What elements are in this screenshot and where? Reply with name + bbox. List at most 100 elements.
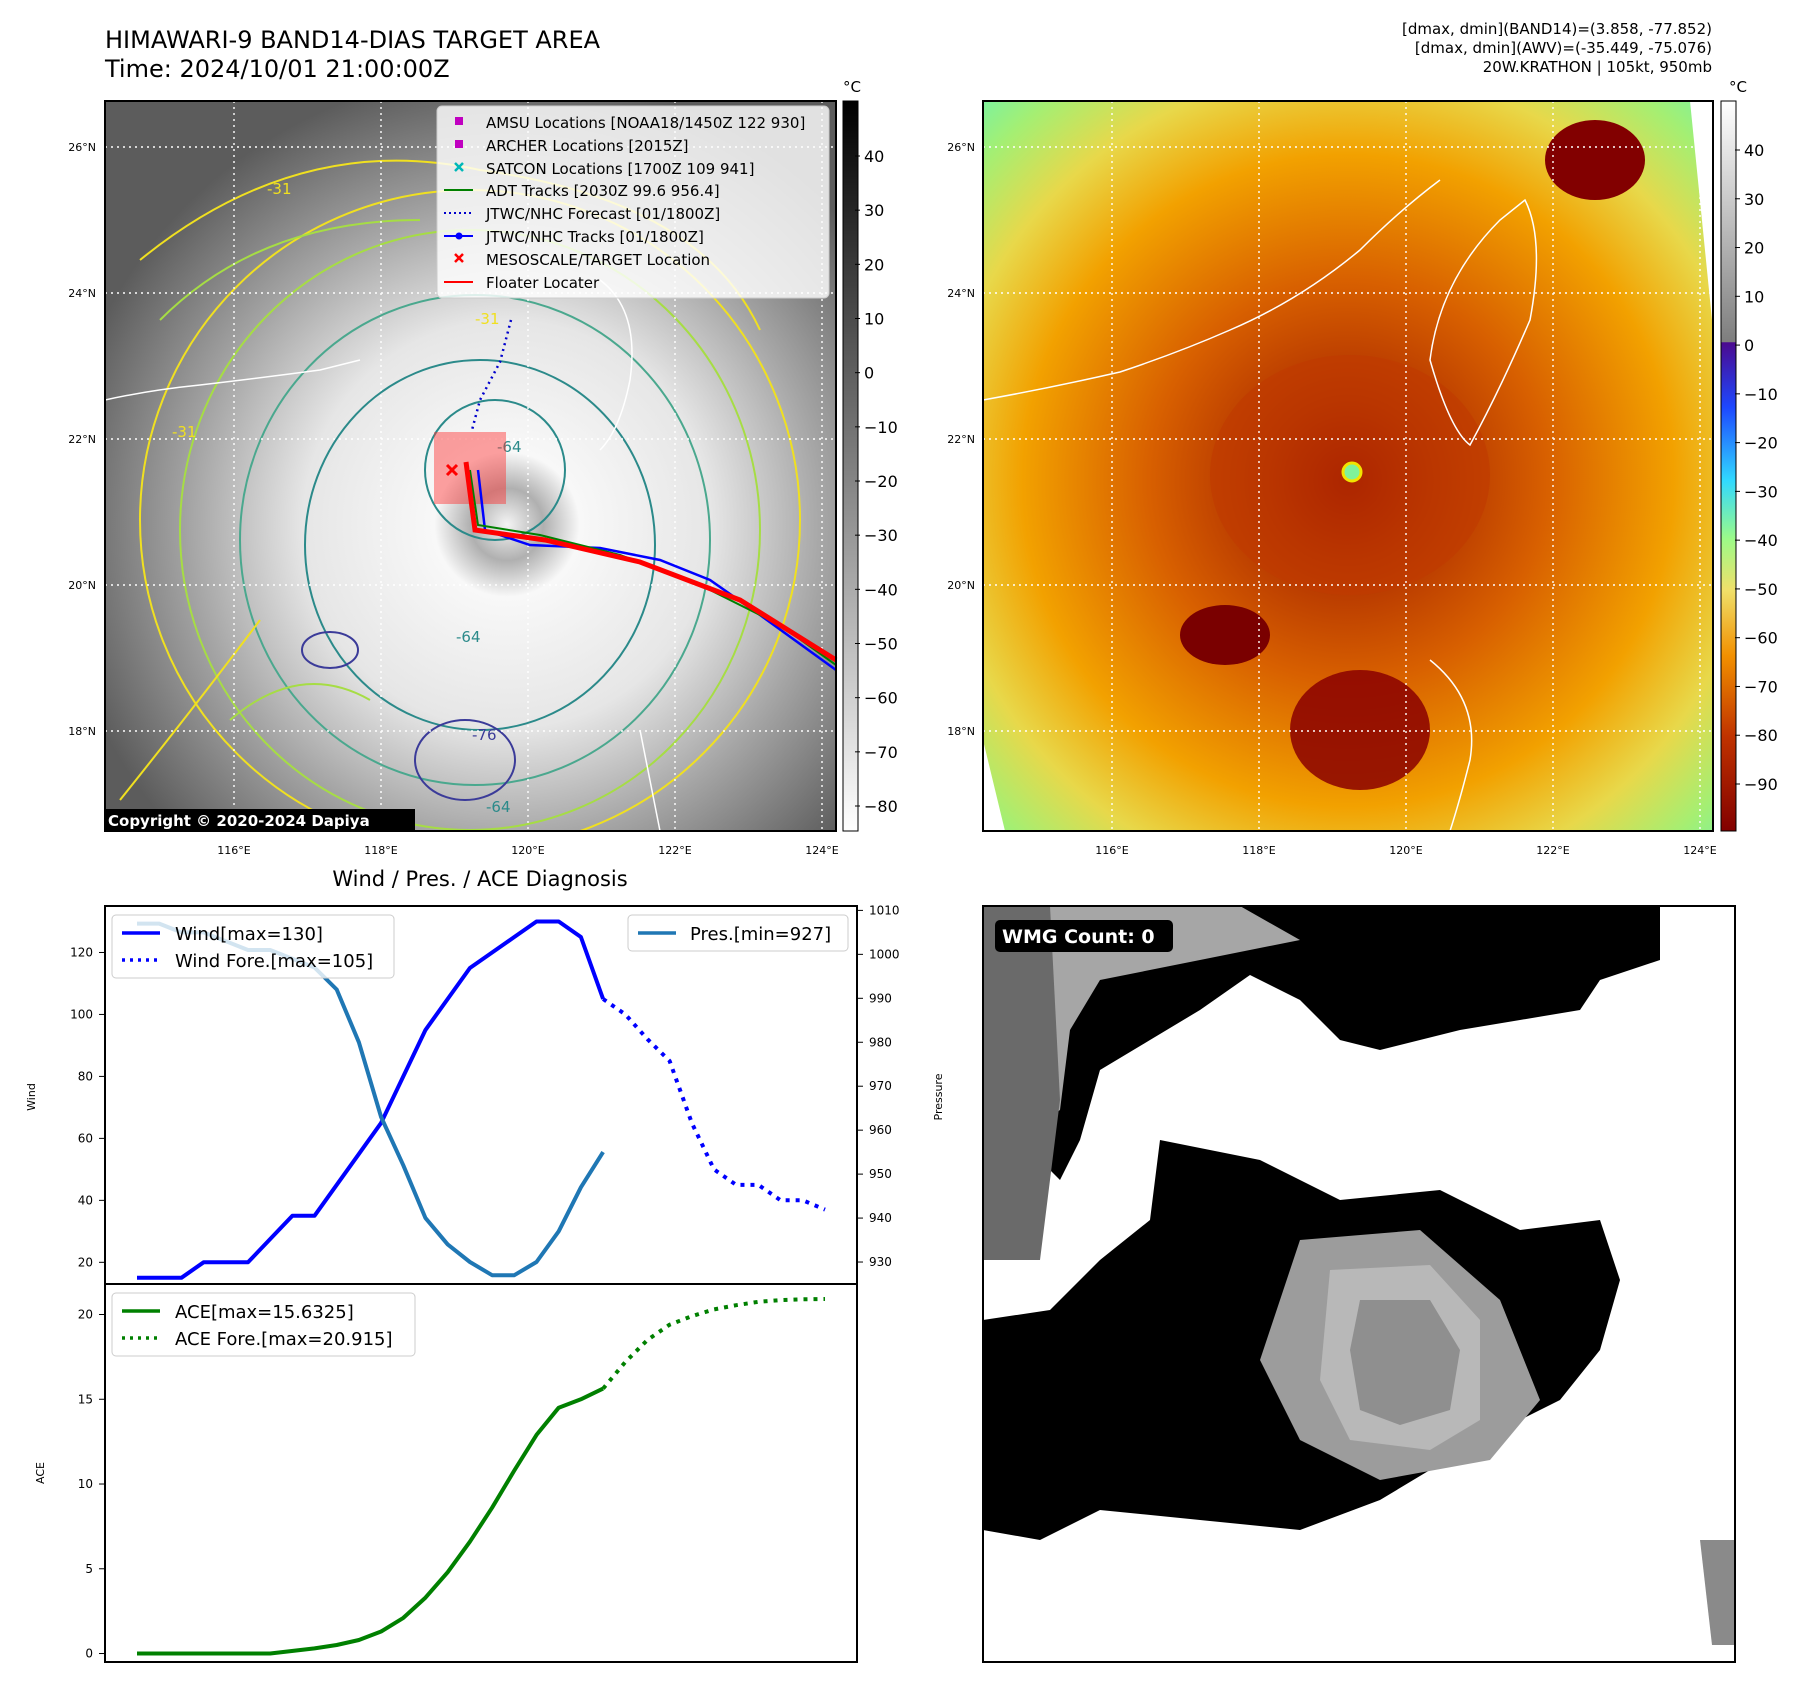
- lon-label: 124°E: [805, 844, 838, 857]
- colorbar-tick-label: −40: [1744, 531, 1778, 550]
- legend-box: [627, 914, 849, 952]
- pressure-axis-label: Pressure: [932, 1073, 945, 1120]
- series-line: [137, 1386, 604, 1656]
- colorbar-tick-label: −30: [1744, 482, 1778, 501]
- y2-tick-label: 990: [869, 991, 892, 1005]
- colorbar-tick-label: −40: [864, 580, 898, 599]
- lon-label: 120°E: [1389, 844, 1422, 857]
- legend-item-amsu: AMSU Locations [NOAA18/1450Z 122 930]: [455, 114, 805, 132]
- y-tick-label: 5: [85, 1562, 93, 1576]
- colorbar-tick-label: −20: [1744, 434, 1778, 453]
- y2-tick-label: 1010: [869, 903, 900, 917]
- lat-label: 18°N: [68, 725, 96, 738]
- floater-track: [463, 461, 838, 663]
- colorbar-tick-label: 30: [864, 201, 884, 220]
- awv-features: [983, 101, 1713, 831]
- ir-contour-label: -64: [456, 628, 481, 646]
- legend-label: JTWC/NHC Forecast [01/1800Z]: [485, 205, 720, 223]
- forecast-series-line: [601, 997, 826, 1212]
- legend-item-adt: ADT Tracks [2030Z 99.6 956.4]: [444, 182, 720, 200]
- copyright-text: Copyright © 2020-2024 Dapiya: [108, 812, 370, 830]
- pressure-y-ticks: 930 940 950 960 970 980 990 1000 1010: [857, 903, 900, 1269]
- ace-axis-label: ACE: [34, 1462, 47, 1484]
- pressure-legend: Pres.[min=927]: [627, 914, 849, 952]
- ir-colorbar-ticks: 40 30 20 10 0 −10 −20 −30 −40 −50 −60 −70 −80: [855, 147, 898, 816]
- legend-label: ACE Fore.[max=20.915]: [175, 1329, 393, 1350]
- legend-item-target: MESOSCALE/TARGET Location: [454, 251, 710, 269]
- legend-box: [436, 105, 830, 299]
- legend-label: MESOSCALE/TARGET Location: [486, 251, 710, 269]
- legend-marker: [454, 253, 464, 263]
- lat-label: 18°N: [947, 725, 975, 738]
- lon-label: 116°E: [217, 844, 250, 857]
- awv-lat-labels: 26°N 24°N 22°N 20°N 18°N: [947, 141, 975, 738]
- lat-label: 24°N: [68, 287, 96, 300]
- legend-label: Wind Fore.[max=105]: [175, 951, 373, 972]
- colorbar-tick-label: −50: [1744, 580, 1778, 599]
- stats-block: [dmax, dmin](BAND14)=(3.858, -77.852) [d…: [1402, 20, 1712, 77]
- legend-marker: [455, 140, 463, 148]
- awv-colorbar-unit: °C: [1729, 78, 1747, 96]
- wind-axis-label: Wind: [25, 1083, 38, 1111]
- ir-map-panel: -31 -31 -31 -64 -64 -64 -76 AMSU Locatio…: [68, 78, 898, 857]
- chart-title: Wind / Pres. / ACE Diagnosis: [332, 867, 627, 891]
- colorbar-tick-label: −70: [1744, 677, 1778, 696]
- lon-label: 120°E: [511, 844, 544, 857]
- lon-label: 122°E: [658, 844, 691, 857]
- wind-y-ticks: 20 40 60 80 100 120: [70, 945, 105, 1269]
- y-tick-label: 20: [78, 1308, 93, 1322]
- colorbar-tick-label: −90: [1744, 775, 1778, 794]
- ace-series-group: [137, 1297, 826, 1656]
- ir-contour-label: -76: [472, 726, 497, 744]
- ir-colorbar: °C 40 30 20 10 0 −10 −20 −30 −40 −50 −60 −70 −80: [842, 78, 898, 832]
- awv-colorbar: °C 40 30 20 10 0 −10 −20 −30 −40 −50 −60 −70 −80 −90: [1720, 78, 1778, 832]
- lat-label: 20°N: [947, 579, 975, 592]
- wmg-edge-region: [1700, 1540, 1735, 1645]
- y-tick-label: 15: [78, 1392, 93, 1406]
- awv-coastlines: [983, 179, 1538, 831]
- colorbar-tick-label: 30: [1744, 190, 1764, 209]
- y-tick-label: 20: [78, 1255, 93, 1269]
- ir-contour-label: -31: [172, 423, 197, 441]
- ir-contour-label: -31: [267, 180, 292, 198]
- lon-label: 118°E: [1242, 844, 1275, 857]
- wmg-dark-region: [983, 906, 1060, 1260]
- awv-colorbar-gradient: [1720, 100, 1737, 832]
- figure-title-block: HIMAWARI-9 BAND14-DIAS TARGET AREA Time: …: [105, 26, 600, 84]
- awv-lon-labels: 116°E 118°E 120°E 122°E 124°E: [1095, 844, 1716, 857]
- lat-label: 22°N: [947, 433, 975, 446]
- y2-tick-label: 930: [869, 1255, 892, 1269]
- wmg-eye-core: [1350, 1300, 1460, 1425]
- colorbar-tick-label: −80: [1744, 726, 1778, 745]
- ir-map-frame: [104, 100, 837, 832]
- colorbar-tick-label: 20: [864, 255, 884, 274]
- stats-band14: [dmax, dmin](BAND14)=(3.858, -77.852): [1401, 20, 1712, 38]
- legend-box: [111, 914, 395, 979]
- wind-legend: Wind[max=130] Wind Fore.[max=105]: [111, 914, 395, 979]
- y-tick-label: 100: [70, 1007, 93, 1021]
- awv-colorbar-ticks: 40 30 20 10 0 −10 −20 −30 −40 −50 −60 −70 −80 −90: [1735, 141, 1778, 794]
- lat-label: 26°N: [68, 141, 96, 154]
- awv-map-frame: [982, 100, 1714, 832]
- y2-tick-label: 940: [869, 1211, 892, 1225]
- colorbar-tick-label: −10: [1744, 385, 1778, 404]
- legend-label: Pres.[min=927]: [690, 924, 831, 945]
- wind-pressure-chart: Wind / Pres. / ACE Diagnosis Wind Pressu…: [25, 867, 945, 1285]
- wmg-panel: WMG Count: 0: [982, 905, 1736, 1663]
- colorbar-tick-label: −10: [864, 418, 898, 437]
- figure-time: Time: 2024/10/01 21:00:00Z: [105, 55, 450, 83]
- ir-colorbar-unit: °C: [843, 78, 861, 96]
- y-tick-label: 60: [78, 1131, 93, 1145]
- legend-item-jtwc-forecast: JTWC/NHC Forecast [01/1800Z]: [444, 205, 720, 223]
- colorbar-tick-label: 10: [1744, 287, 1764, 306]
- ir-lat-labels: 26°N 24°N 22°N 20°N 18°N: [68, 141, 96, 738]
- colorbar-tick-label: −80: [864, 797, 898, 816]
- lat-label: 22°N: [68, 433, 96, 446]
- legend-label: Floater Locater: [486, 274, 600, 292]
- colorbar-tick-label: −60: [864, 689, 898, 708]
- colorbar-tick-label: 40: [1744, 141, 1764, 160]
- legend-item-satcon: SATCON Locations [1700Z 109 941]: [454, 160, 754, 178]
- lon-label: 118°E: [364, 844, 397, 857]
- colorbar-tick-label: −70: [864, 743, 898, 762]
- y-tick-label: 10: [78, 1477, 93, 1491]
